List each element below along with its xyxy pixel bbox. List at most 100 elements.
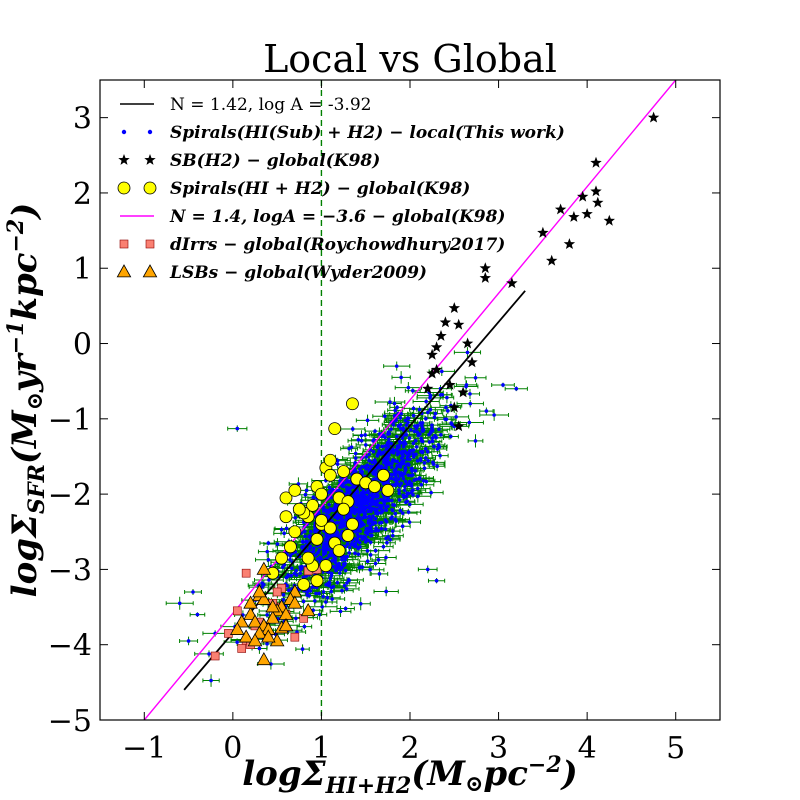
y-axis-label-unit1: yr <box>5 352 45 393</box>
local-point <box>350 485 355 490</box>
local-point <box>407 479 412 484</box>
local-point <box>398 508 403 513</box>
local-point <box>282 531 286 536</box>
local-point <box>404 423 409 427</box>
local-point <box>435 447 440 451</box>
spirals-global-point <box>292 502 306 516</box>
local-point <box>440 392 445 397</box>
local-point <box>414 445 419 449</box>
sb-point <box>426 367 438 379</box>
local-point <box>501 383 505 387</box>
local-point <box>355 532 360 537</box>
local-point <box>340 522 344 527</box>
lsbs-point <box>260 629 276 643</box>
local-point <box>386 440 391 445</box>
local-point <box>412 429 417 434</box>
spirals-global-point <box>306 499 319 512</box>
y-tick-label: −1 <box>48 403 92 438</box>
local-point <box>333 515 337 519</box>
local-point <box>374 526 378 531</box>
local-point <box>373 561 378 566</box>
local-point <box>473 439 478 443</box>
local-point <box>375 511 380 516</box>
local-point <box>311 495 316 500</box>
sb-point <box>546 254 558 266</box>
local-point <box>412 478 416 483</box>
local-point <box>318 555 322 560</box>
local-point <box>400 524 405 529</box>
spirals-global-point <box>346 517 359 531</box>
local-point <box>327 485 332 490</box>
sb-point <box>590 156 602 168</box>
spirals-global-point <box>323 521 337 535</box>
x-tick-label: −1 <box>122 731 166 766</box>
local-point <box>317 591 322 596</box>
local-point <box>326 534 331 539</box>
local-point <box>396 451 400 456</box>
local-point <box>357 505 362 509</box>
sb-point <box>448 302 460 313</box>
local-point <box>426 410 430 415</box>
local-point <box>381 544 386 549</box>
spirals-global-point <box>315 487 328 501</box>
spirals-global-point <box>323 453 337 467</box>
local-point <box>405 455 410 459</box>
local-point <box>407 520 412 524</box>
local-point <box>262 582 266 587</box>
local-point <box>363 498 368 503</box>
local-point <box>303 534 307 539</box>
local-point <box>393 511 398 516</box>
legend-star-swatch <box>144 154 156 165</box>
local-point <box>465 350 470 355</box>
sb-point <box>453 420 465 432</box>
local-point <box>353 451 358 456</box>
local-point <box>368 540 373 545</box>
local-point <box>401 460 405 465</box>
local-point <box>370 502 374 506</box>
local-point <box>468 401 473 406</box>
local-point <box>393 470 397 474</box>
local-point <box>444 417 449 422</box>
local-point <box>321 594 325 599</box>
local-point <box>382 502 387 506</box>
local-point <box>257 646 262 651</box>
spirals-global-point <box>377 468 390 482</box>
local-point <box>395 459 399 464</box>
local-point <box>330 597 334 601</box>
local-point <box>427 440 432 444</box>
local-point <box>303 492 308 497</box>
local-point <box>365 532 370 537</box>
lsbs-point <box>252 584 267 598</box>
local-point <box>398 426 403 431</box>
local-point <box>284 526 289 531</box>
local-point <box>397 488 401 492</box>
local-point <box>337 525 342 530</box>
dirrs-point <box>210 651 220 661</box>
y-axis-label-exp1: −1 <box>3 321 29 355</box>
local-point <box>445 395 449 400</box>
local-point <box>395 464 400 468</box>
local-point <box>367 514 372 519</box>
legend-entry-label: Spirals(HI(Sub) + H2) − local(This work) <box>170 123 565 143</box>
y-axis-label-paren: (M <box>5 409 45 464</box>
legend-marker <box>118 154 156 165</box>
local-point <box>386 534 390 539</box>
local-point <box>419 449 423 454</box>
local-point <box>408 428 413 432</box>
local-point <box>373 508 378 513</box>
local-point <box>357 540 362 545</box>
legend-marker <box>117 181 157 195</box>
local-point <box>338 609 343 614</box>
local-point <box>409 473 414 478</box>
local-point <box>373 516 378 521</box>
local-point <box>344 587 349 591</box>
legend-star-swatch <box>118 154 130 165</box>
spirals-global-point <box>310 532 324 546</box>
local-point <box>401 493 406 498</box>
local-point <box>195 612 200 617</box>
sb-point <box>603 214 615 226</box>
local-point <box>317 548 321 552</box>
local-point <box>337 561 341 566</box>
local-point <box>378 498 383 502</box>
